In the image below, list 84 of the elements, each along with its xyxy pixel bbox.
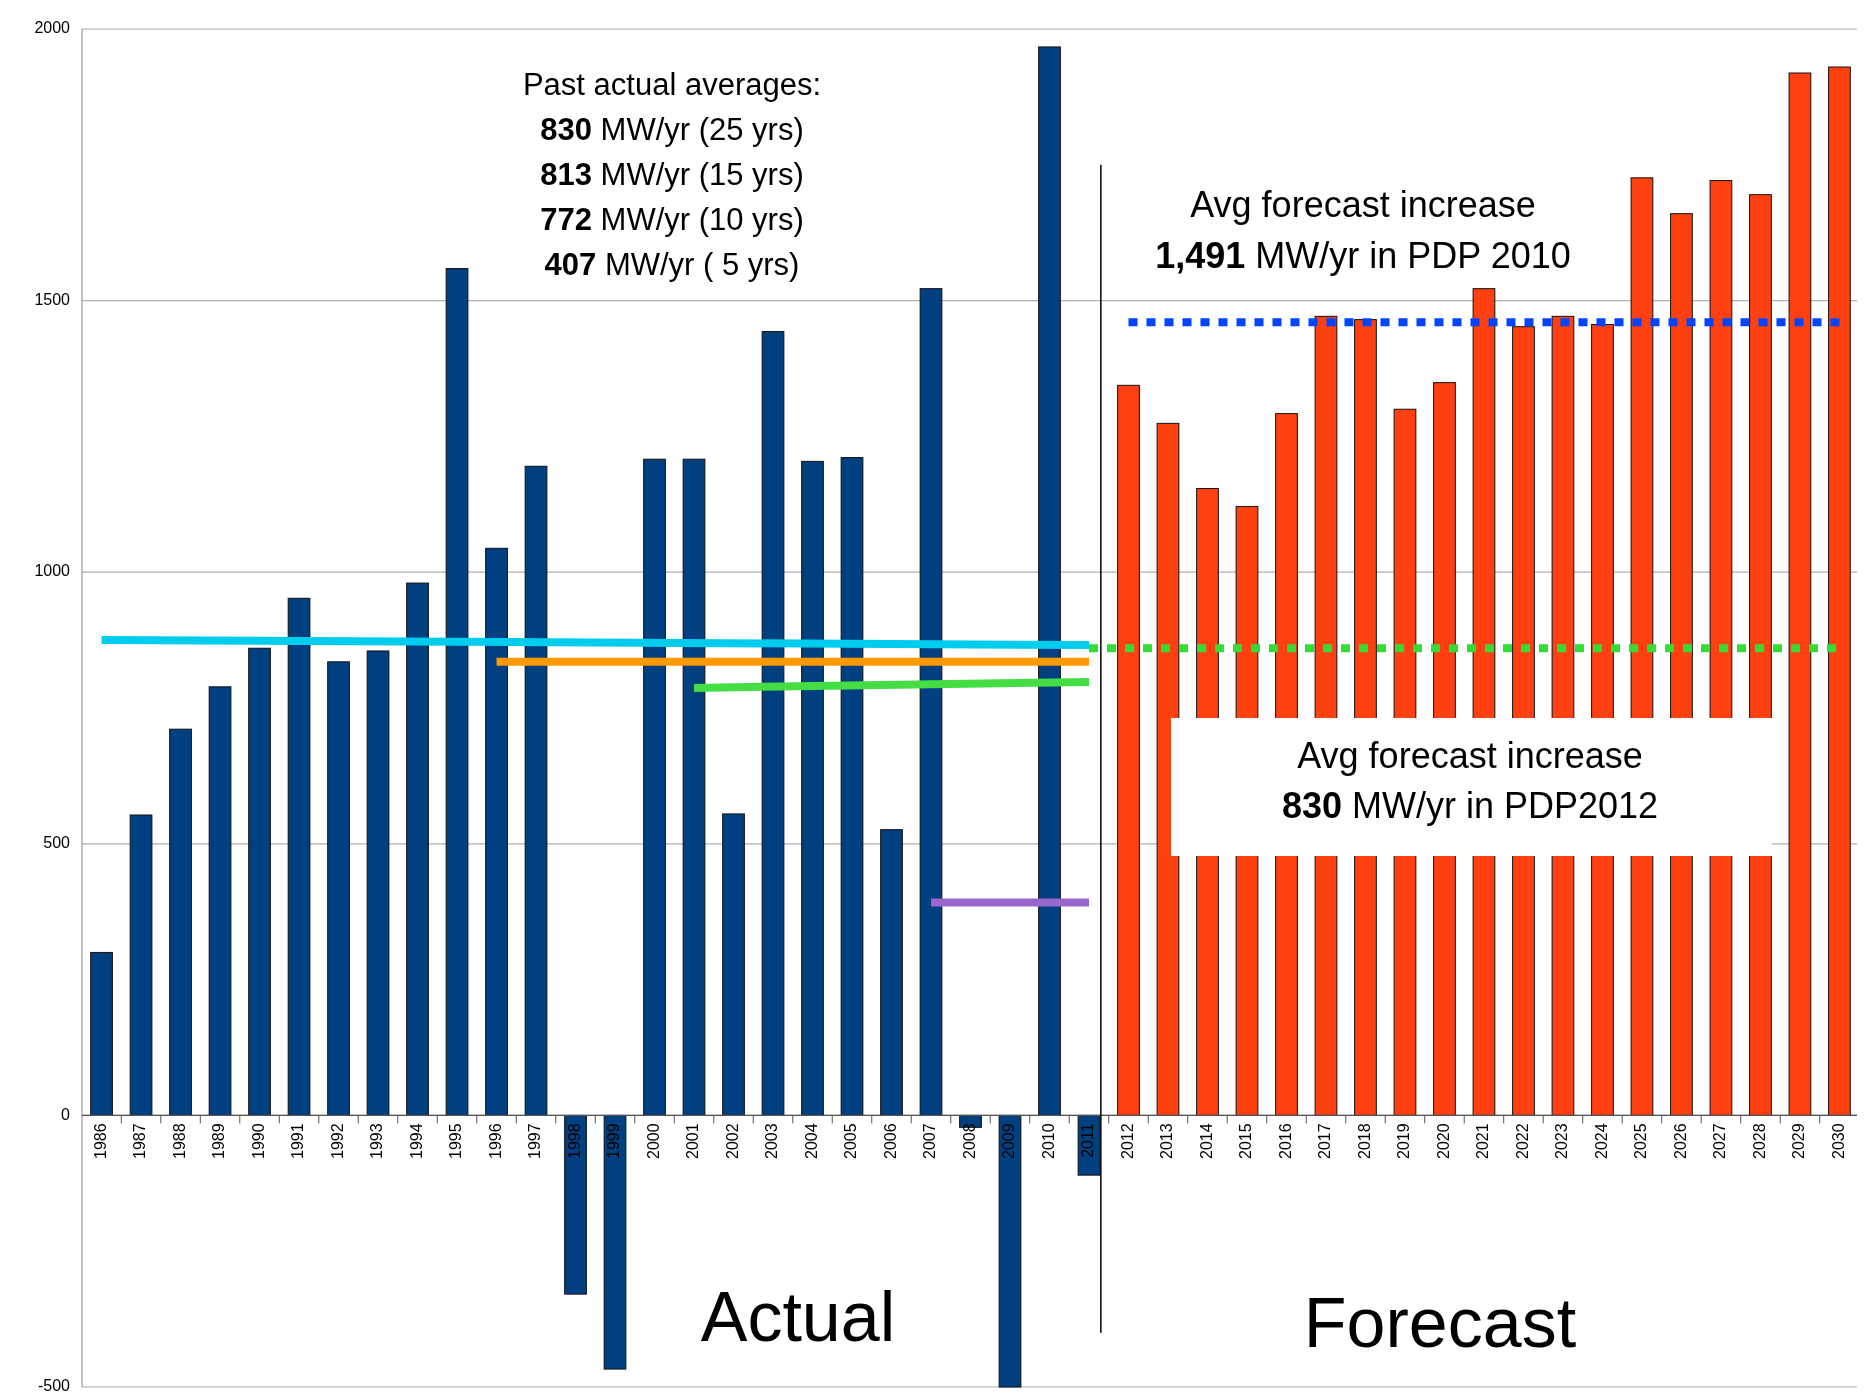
bar — [1117, 384, 1140, 1116]
x-tick-label: 1989 — [210, 1123, 228, 1159]
x-tick-label: 1988 — [170, 1123, 188, 1159]
x-tick-label: 2019 — [1395, 1123, 1413, 1159]
bar — [524, 465, 548, 1116]
bar — [485, 547, 508, 1116]
x-tick-label: 2014 — [1197, 1123, 1215, 1159]
bar — [208, 686, 232, 1116]
y-tick-label: -500 — [37, 1377, 71, 1395]
x-tick-label: 2020 — [1434, 1123, 1452, 1159]
x-tick-label: 2028 — [1750, 1123, 1768, 1159]
bar — [248, 647, 271, 1116]
x-tick-label: 1994 — [407, 1123, 425, 1159]
bar — [1038, 46, 1061, 1116]
bar — [919, 288, 943, 1116]
x-tick-label: 2003 — [763, 1123, 781, 1159]
x-tick-label: 2006 — [881, 1123, 899, 1159]
text: Past actual averages: 830 MW/yr (25 yrs) 813 MW/yr (15 yrs) 772 MW/yr (10 yrs) 407 MW/yr ( 5 yrs) — [522, 67, 822, 283]
annotation: Avg forecast increase 830 MW/yr in PDP2012 — [1281, 734, 1659, 826]
bar — [998, 1114, 1022, 1388]
bar — [761, 331, 785, 1116]
x-tick-label: 2002 — [723, 1123, 741, 1159]
x-tick-label: 1987 — [131, 1123, 149, 1159]
x-tick-label: 2018 — [1355, 1123, 1373, 1159]
x-tick-label: 2023 — [1553, 1123, 1571, 1159]
x-tick-label: 2022 — [1513, 1123, 1531, 1159]
bar — [1788, 72, 1812, 1116]
x-tick-label: 2027 — [1711, 1123, 1729, 1159]
annotation: Avg forecast increase 1,491 MW/yr in PDP 2010 — [1155, 183, 1571, 276]
x-tick-label: 1995 — [447, 1123, 465, 1159]
x-tick-label: 1996 — [486, 1123, 504, 1159]
bar — [603, 1114, 627, 1370]
bar — [129, 814, 153, 1116]
x-tick-label: 2011 — [1079, 1123, 1097, 1158]
x-tick-label: 2007 — [921, 1123, 939, 1159]
x-tick-label: 2010 — [1039, 1123, 1057, 1159]
y-tick-label: 1000 — [34, 562, 71, 580]
bar — [445, 268, 469, 1116]
y-tick-label: 2000 — [34, 19, 71, 37]
bar — [1828, 66, 1851, 1116]
bar — [327, 661, 350, 1116]
x-tick-label: 1993 — [368, 1123, 386, 1159]
annotation: Forecast — [1303, 1284, 1577, 1363]
bar — [801, 460, 824, 1116]
bar — [366, 650, 390, 1116]
x-tick-label: 1992 — [328, 1123, 346, 1159]
x-tick-label: 1999 — [605, 1123, 623, 1159]
bar — [682, 458, 706, 1116]
x-tick-label: 1998 — [565, 1123, 583, 1159]
bar — [840, 457, 864, 1116]
x-tick-label: 2016 — [1276, 1123, 1294, 1159]
y-tick-label: 500 — [43, 834, 71, 852]
x-tick-label: 1997 — [526, 1123, 544, 1159]
x-tick-label: 2029 — [1790, 1123, 1808, 1159]
bar — [722, 813, 745, 1116]
x-tick-label: 1990 — [249, 1123, 267, 1159]
x-tick-label: 2005 — [842, 1123, 860, 1159]
bar — [90, 951, 113, 1116]
bar — [1156, 422, 1180, 1116]
bar — [406, 582, 429, 1116]
x-tick-label: 2012 — [1118, 1123, 1136, 1159]
y-tick-label: 1500 — [34, 290, 71, 308]
bar — [643, 458, 666, 1116]
x-tick-label: 2015 — [1237, 1123, 1255, 1159]
bar — [169, 728, 192, 1116]
bar — [287, 597, 311, 1116]
x-tick-label: 2030 — [1829, 1123, 1847, 1159]
bar — [564, 1114, 587, 1295]
x-tick-label: 2017 — [1316, 1123, 1334, 1159]
x-tick-label: 2025 — [1632, 1123, 1650, 1159]
x-tick-label: 1986 — [91, 1123, 109, 1159]
y-tick-label: 0 — [61, 1105, 71, 1123]
x-tick-label: 2024 — [1592, 1123, 1610, 1159]
x-tick-label: 2001 — [684, 1123, 702, 1159]
x-tick-label: 2026 — [1671, 1123, 1689, 1159]
x-tick-label: 1991 — [289, 1123, 307, 1159]
x-tick-label: 2021 — [1474, 1123, 1492, 1159]
bar — [880, 829, 903, 1116]
x-tick-label: 2000 — [644, 1123, 662, 1159]
x-tick-label: 2008 — [960, 1123, 978, 1159]
annotation: Actual — [700, 1278, 896, 1357]
x-tick-label: 2004 — [802, 1123, 820, 1159]
x-tick-label: 2009 — [1000, 1123, 1018, 1159]
x-tick-label: 2013 — [1158, 1123, 1176, 1159]
